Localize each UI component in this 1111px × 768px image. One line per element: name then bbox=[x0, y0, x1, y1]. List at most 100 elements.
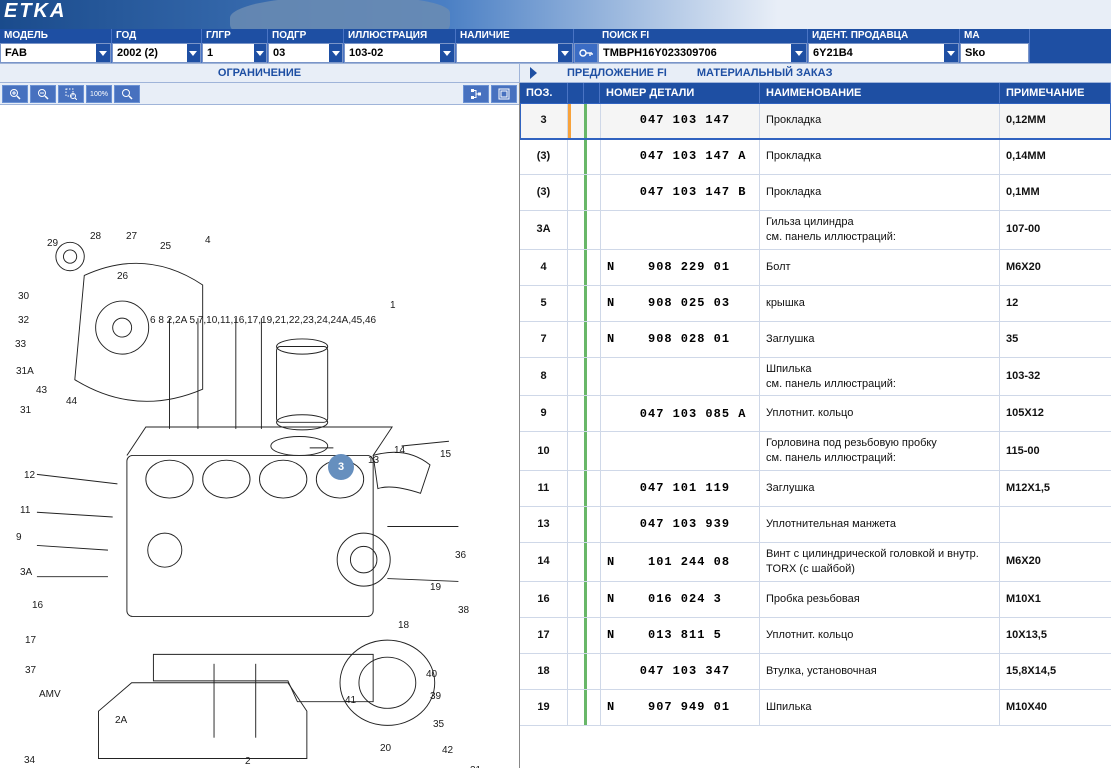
th-note[interactable]: ПРИМЕЧАНИЕ bbox=[1000, 83, 1111, 103]
tree-icon[interactable] bbox=[463, 85, 489, 103]
diagram-label[interactable]: 9 bbox=[16, 532, 22, 543]
filter-поиск fi: ПОИСК FI bbox=[598, 29, 808, 63]
diagram-label[interactable]: 20 bbox=[380, 743, 391, 754]
table-row[interactable]: (3) 047 103 147 AПрокладка0,14MM bbox=[520, 139, 1111, 175]
table-row[interactable]: 4N 908 229 01БолтM6X20 bbox=[520, 250, 1111, 286]
diagram-label[interactable]: 29 bbox=[47, 238, 58, 249]
diagram-label[interactable]: 38 bbox=[458, 605, 469, 616]
filter-input[interactable] bbox=[269, 44, 329, 62]
diagram-label[interactable]: 2A bbox=[115, 715, 127, 726]
table-row[interactable]: (3) 047 103 147 BПрокладка0,1MM bbox=[520, 175, 1111, 211]
table-row[interactable]: 10Горловина под резьбовую пробку см. пан… bbox=[520, 432, 1111, 471]
cell-partno bbox=[600, 358, 760, 396]
diagram-label[interactable]: 2 bbox=[245, 756, 251, 767]
chevron-down-icon[interactable] bbox=[791, 44, 806, 62]
key-icon[interactable] bbox=[574, 43, 598, 63]
status-bar-2 bbox=[584, 654, 600, 689]
diagram-label[interactable]: 43 bbox=[36, 385, 47, 396]
filter-input[interactable] bbox=[113, 44, 187, 62]
filter-input[interactable] bbox=[809, 44, 944, 62]
th-pos[interactable]: ПОЗ. bbox=[520, 83, 568, 103]
cell-name: Прокладка bbox=[760, 139, 1000, 174]
submenu-link[interactable]: ПРЕДЛОЖЕНИЕ FI bbox=[567, 67, 667, 79]
table-row[interactable]: 8Шпилька см. панель иллюстраций:103-32 bbox=[520, 358, 1111, 397]
zoom-in-icon[interactable] bbox=[2, 85, 28, 103]
submenu-restriction[interactable]: ОГРАНИЧЕНИЕ bbox=[0, 64, 520, 82]
chevron-down-icon[interactable] bbox=[187, 44, 200, 62]
diagram-label[interactable]: 31A bbox=[16, 366, 34, 377]
diagram-label[interactable]: 31 bbox=[20, 405, 31, 416]
table-row[interactable]: 18 047 103 347Втулка, установочная15,8X1… bbox=[520, 654, 1111, 690]
diagram-label[interactable]: 11 bbox=[20, 505, 30, 516]
diagram-label[interactable]: 36 bbox=[455, 550, 466, 561]
diagram-label[interactable]: 33 bbox=[15, 339, 26, 350]
table-row[interactable]: 11 047 101 119ЗаглушкаM12X1,5 bbox=[520, 471, 1111, 507]
zoom-out-icon[interactable] bbox=[30, 85, 56, 103]
diagram-label[interactable]: 30 bbox=[18, 291, 29, 302]
table-row[interactable]: 3AГильза цилиндра см. панель иллюстраций… bbox=[520, 211, 1111, 250]
filter-input[interactable] bbox=[203, 44, 254, 62]
zoom-region-icon[interactable] bbox=[58, 85, 84, 103]
diagram-label[interactable]: 15 bbox=[440, 449, 451, 460]
chevron-down-icon[interactable] bbox=[329, 44, 342, 62]
filter-input[interactable] bbox=[599, 44, 791, 62]
diagram-label[interactable]: 1 bbox=[390, 300, 396, 311]
diagram-label[interactable]: AMV bbox=[39, 689, 61, 700]
diagram-label[interactable]: 40 bbox=[426, 669, 437, 680]
th-c1 bbox=[568, 83, 584, 103]
diagram-label[interactable]: 3A bbox=[20, 567, 32, 578]
zoom-100-icon[interactable]: 100% bbox=[86, 85, 112, 103]
diagram-label[interactable]: 44 bbox=[66, 396, 77, 407]
fit-icon[interactable] bbox=[491, 85, 517, 103]
diagram-label[interactable]: 28 bbox=[90, 231, 101, 242]
triangle-icon bbox=[530, 67, 537, 79]
diagram-label[interactable]: 41 bbox=[345, 695, 356, 706]
diagram-label[interactable]: 4 bbox=[205, 235, 211, 246]
diagram-label[interactable]: 12 bbox=[24, 470, 35, 481]
parts-table-body[interactable]: 3 047 103 147Прокладка0,12MM(3) 047 103 … bbox=[520, 103, 1111, 768]
table-row[interactable]: 5N 908 025 03крышка12 bbox=[520, 286, 1111, 322]
chevron-down-icon[interactable] bbox=[944, 44, 958, 62]
cell-pos: 3A bbox=[520, 211, 568, 249]
engine-diagram-svg bbox=[0, 105, 519, 768]
diagram-highlight-callout[interactable]: 3 bbox=[328, 454, 354, 480]
chevron-down-icon[interactable] bbox=[96, 44, 110, 62]
filter-input[interactable] bbox=[345, 44, 440, 62]
diagram-label[interactable]: 37 bbox=[25, 665, 36, 676]
th-name[interactable]: НАИМЕНОВАНИЕ bbox=[760, 83, 1000, 103]
diagram-label[interactable]: 39 bbox=[430, 691, 441, 702]
filter-иллюстрация: ИЛЛЮСТРАЦИЯ bbox=[344, 29, 456, 63]
table-row[interactable]: 16N 016 024 3Пробка резьбоваяM10X1 bbox=[520, 582, 1111, 618]
diagram-label[interactable]: 25 bbox=[160, 241, 171, 252]
chevron-down-icon[interactable] bbox=[558, 44, 572, 62]
table-row[interactable]: 9 047 103 085 AУплотнит. кольцо105X12 bbox=[520, 396, 1111, 432]
table-row[interactable]: 7N 908 028 01Заглушка35 bbox=[520, 322, 1111, 358]
zoom-find-icon[interactable] bbox=[114, 85, 140, 103]
table-row[interactable]: 14N 101 244 08Винт с цилиндрической голо… bbox=[520, 543, 1111, 582]
chevron-down-icon[interactable] bbox=[440, 44, 454, 62]
chevron-down-icon[interactable] bbox=[254, 44, 266, 62]
diagram-canvas[interactable]: 36 8 2,2A 5,7,10,11,16,17,19,21,22,23,24… bbox=[0, 105, 519, 768]
diagram-label[interactable]: 13 bbox=[368, 455, 379, 466]
diagram-label[interactable]: 27 bbox=[126, 231, 137, 242]
diagram-label[interactable]: 14 bbox=[394, 445, 405, 456]
diagram-label[interactable]: 34 bbox=[24, 755, 35, 766]
filter-input[interactable] bbox=[457, 44, 558, 62]
diagram-label[interactable]: 19 bbox=[430, 582, 441, 593]
table-row[interactable]: 13 047 103 939Уплотнительная манжета bbox=[520, 507, 1111, 543]
submenu-link[interactable]: МАТЕРИАЛЬНЫЙ ЗАКАЗ bbox=[697, 67, 833, 79]
diagram-label[interactable]: 32 bbox=[18, 315, 29, 326]
table-row[interactable]: 3 047 103 147Прокладка0,12MM bbox=[520, 103, 1111, 139]
diagram-label[interactable]: 35 bbox=[433, 719, 444, 730]
diagram-label[interactable]: 17 bbox=[25, 635, 36, 646]
table-row[interactable]: 19N 907 949 01ШпилькаM10X40 bbox=[520, 690, 1111, 726]
diagram-label[interactable]: 42 bbox=[442, 745, 453, 756]
diagram-label[interactable]: 16 bbox=[32, 600, 43, 611]
table-row[interactable]: 17N 013 811 5Уплотнит. кольцо10X13,5 bbox=[520, 618, 1111, 654]
th-part[interactable]: НОМЕР ДЕТАЛИ bbox=[600, 83, 760, 103]
status-bar-1 bbox=[568, 322, 584, 357]
filter-input[interactable] bbox=[961, 44, 1028, 62]
diagram-label[interactable]: 26 bbox=[117, 271, 128, 282]
diagram-label[interactable]: 18 bbox=[398, 620, 409, 631]
filter-input[interactable] bbox=[1, 44, 96, 62]
